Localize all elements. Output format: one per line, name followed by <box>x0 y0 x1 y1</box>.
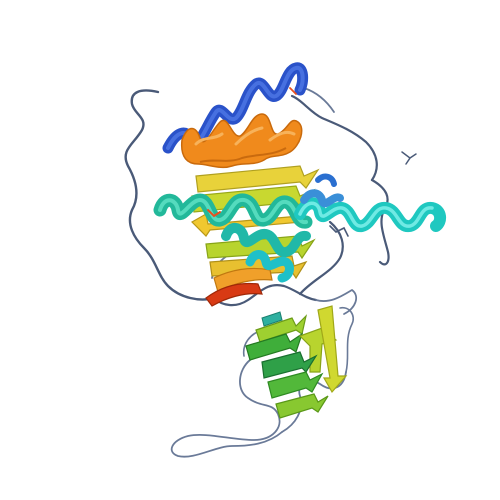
left-loop <box>124 89 216 301</box>
sheet-red-1 <box>205 282 263 307</box>
top-right-loop-2 <box>303 87 335 113</box>
sheet-green-7 <box>275 393 329 419</box>
sheet-green-4 <box>317 305 348 394</box>
sheet-teal-small <box>261 311 283 327</box>
beta-barrel-lower-domain <box>245 305 348 419</box>
sheet-green-2 <box>245 332 304 361</box>
helix-cyan-teal <box>153 173 447 283</box>
top-right-loop <box>290 94 378 182</box>
sheet-green-5 <box>261 351 318 379</box>
ligand-sticks <box>207 87 417 237</box>
lower-right-loop <box>315 289 358 315</box>
center-loop <box>212 284 318 307</box>
right-loop <box>370 178 390 266</box>
bottom-loop <box>170 359 283 458</box>
sheet-yellow-1 <box>195 165 320 193</box>
ligand-top-right <box>401 151 417 165</box>
ligand-center <box>207 209 221 218</box>
ligand-side <box>329 225 349 237</box>
ligand-small <box>289 87 297 95</box>
sheet-green-6 <box>267 371 324 399</box>
helix-orange <box>180 113 303 169</box>
bottom-loop-3 <box>339 306 355 373</box>
